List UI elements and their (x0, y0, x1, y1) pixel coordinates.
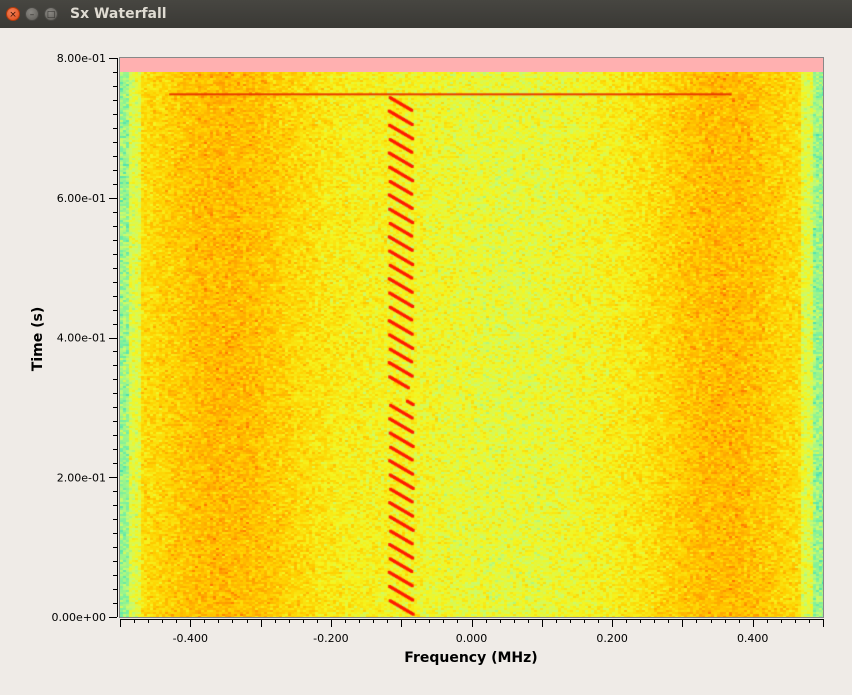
y-tick-label: 8.00e-01 (57, 52, 106, 65)
unfilled-region (120, 58, 823, 72)
x-tick-label: 0.400 (737, 632, 769, 645)
x-tick-label: 0.200 (596, 632, 628, 645)
x-tick-label: -0.400 (173, 632, 208, 645)
window-titlebar: × – □ Sx Waterfall (0, 0, 852, 28)
close-button[interactable]: × (6, 7, 20, 21)
waterfall-plot: -0.400 -0.200 0.000 0.200 0.400 0.00e+00 2.00… (30, 52, 824, 666)
y-axis: 0.00e+00 2.00e-01 4.00e-01 6.00e-01 8.00e-01 (52, 52, 118, 624)
minimize-button[interactable]: – (25, 7, 39, 21)
waterfall-heatmap (120, 58, 823, 617)
x-axis-title: Frequency (MHz) (404, 650, 537, 666)
y-tick-label: 2.00e-01 (57, 471, 106, 484)
y-tick-label: 0.00e+00 (52, 611, 106, 624)
x-tick-label: -0.200 (313, 632, 348, 645)
x-tick-label: 0.000 (456, 632, 488, 645)
y-tick-label: 4.00e-01 (57, 332, 106, 345)
window-title: Sx Waterfall (70, 6, 167, 22)
y-axis-title: Time (s) (30, 307, 46, 371)
maximize-button[interactable]: □ (44, 7, 58, 21)
y-tick-label: 6.00e-01 (57, 192, 106, 205)
x-axis: -0.400 -0.200 0.000 0.200 0.400 (120, 619, 824, 645)
plot-frame (119, 57, 824, 618)
